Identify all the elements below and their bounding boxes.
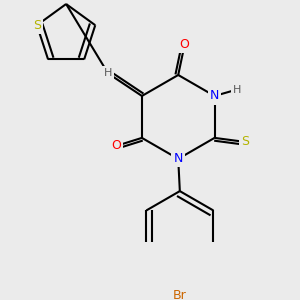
Text: S: S	[33, 19, 41, 32]
Text: N: N	[173, 152, 183, 165]
Text: O: O	[180, 38, 190, 51]
Text: Br: Br	[173, 290, 187, 300]
Text: H: H	[104, 68, 112, 78]
Text: N: N	[210, 89, 219, 103]
Text: O: O	[111, 140, 121, 152]
Text: H: H	[233, 85, 241, 94]
Text: S: S	[241, 135, 249, 148]
